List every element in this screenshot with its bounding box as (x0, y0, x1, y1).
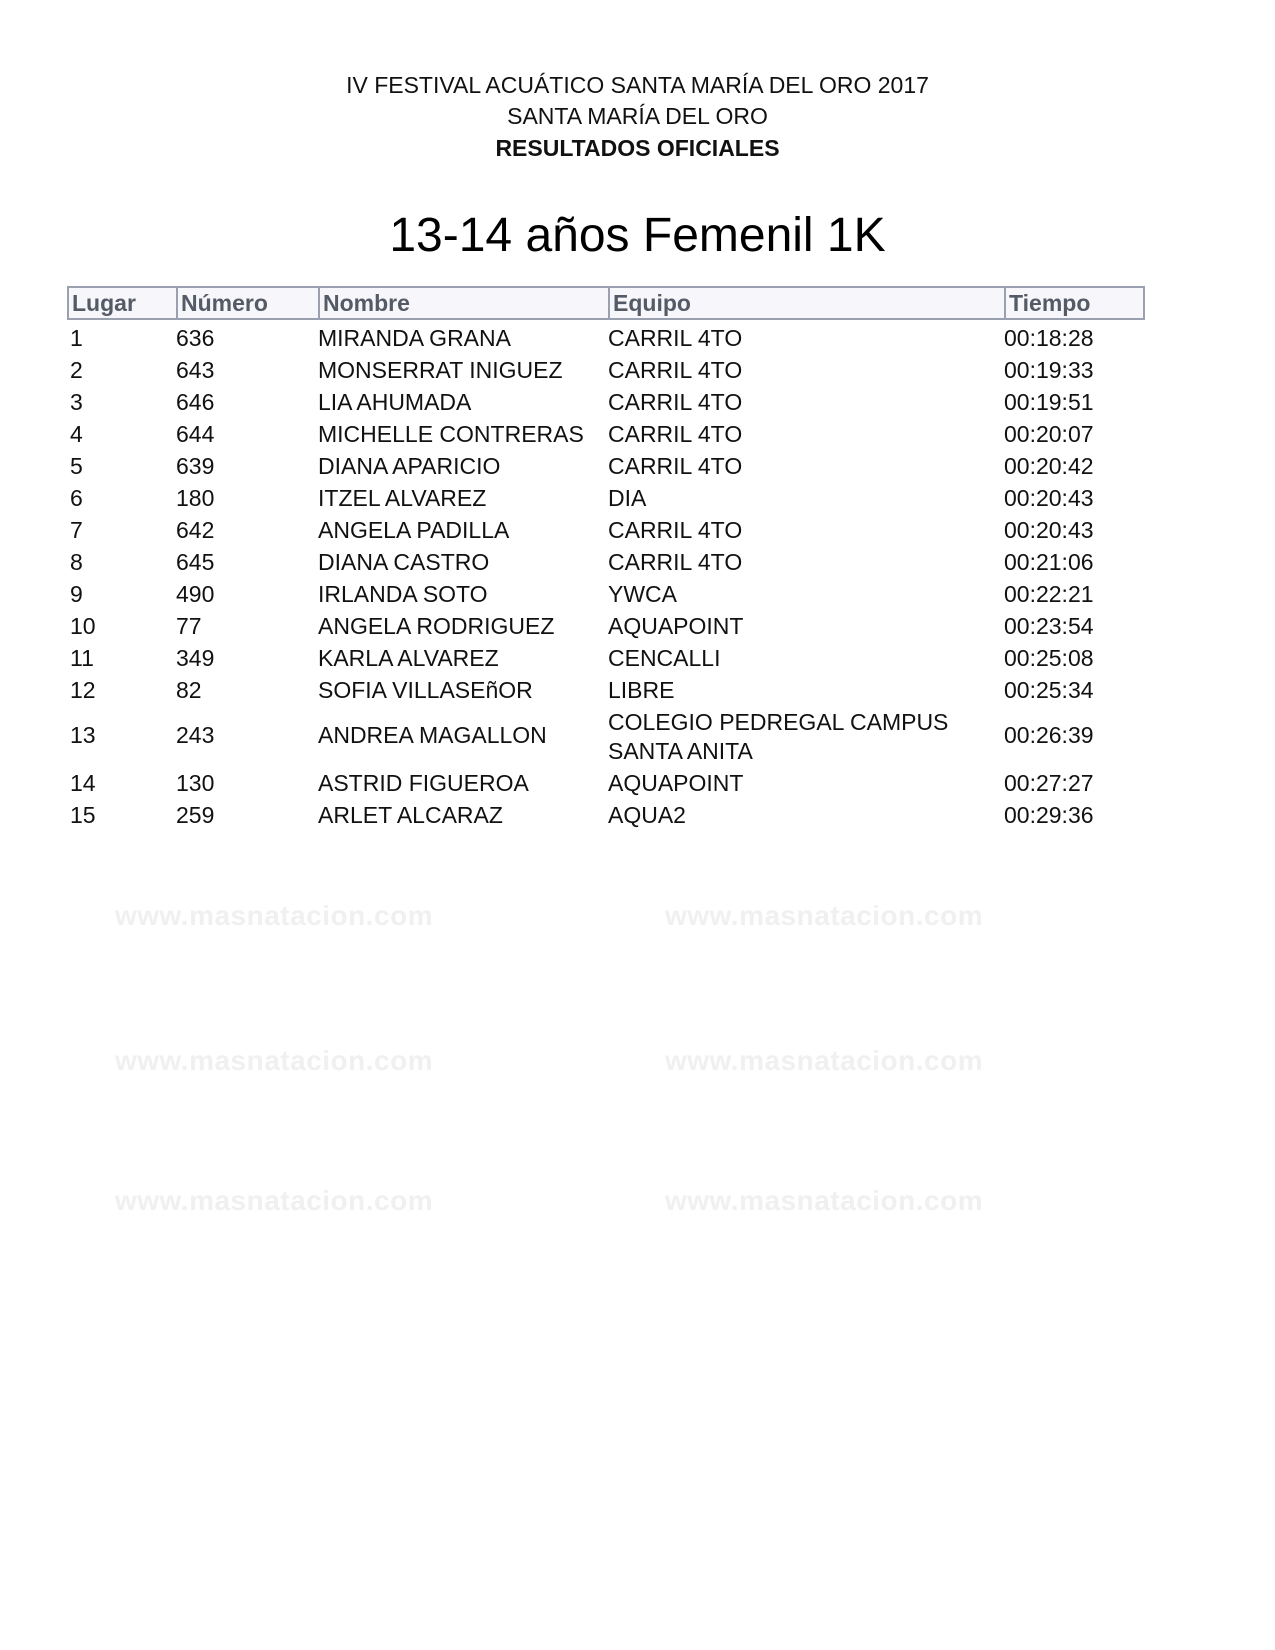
col-lugar: Lugar (72, 290, 136, 316)
cell-team: CARRIL 4TO (608, 389, 743, 415)
watermark: www.masnatacion.com (115, 900, 434, 931)
cell-number: 643 (176, 357, 215, 383)
col-numero: Número (176, 288, 318, 318)
table-header: Lugar Número Nombre Equipo Tiempo (67, 286, 1145, 320)
cell-name: ANDREA MAGALLON (318, 722, 547, 748)
cell-place: 8 (70, 549, 83, 575)
cell-place: 4 (70, 421, 83, 447)
col-nombre: Nombre (318, 288, 608, 318)
cell-name: MICHELLE CONTRERAS (318, 421, 584, 447)
cell-time: 00:22:21 (1004, 581, 1094, 607)
cell-name: LIA AHUMADA (318, 389, 472, 415)
cell-place: 6 (70, 485, 83, 511)
cell-number: 490 (176, 581, 215, 607)
cell-place: 7 (70, 517, 83, 543)
cell-time: 00:20:42 (1004, 453, 1094, 479)
cell-number: 646 (176, 389, 215, 415)
cell-name: KARLA ALVAREZ (318, 645, 499, 671)
cell-team: CARRIL 4TO (608, 421, 743, 447)
cell-number: 259 (176, 802, 215, 828)
cell-name: MONSERRAT INIGUEZ (318, 357, 563, 383)
cell-number: 644 (176, 421, 215, 447)
cell-name: ANGELA RODRIGUEZ (318, 613, 555, 639)
cell-team: CARRIL 4TO (608, 517, 743, 543)
cell-place: 13 (70, 722, 96, 748)
cell-team: CENCALLI (608, 645, 721, 671)
cell-team: DIA (608, 485, 647, 511)
cell-number: 349 (176, 645, 215, 671)
cell-place: 1 (70, 325, 83, 351)
cell-number: 243 (176, 722, 215, 748)
cell-place: 3 (70, 389, 83, 415)
cell-name: ITZEL ALVAREZ (318, 485, 487, 511)
cell-team: AQUAPOINT (608, 770, 744, 796)
cell-place: 12 (70, 677, 96, 703)
cell-number: 645 (176, 549, 215, 575)
cell-time: 00:26:39 (1004, 722, 1094, 748)
cell-time: 00:25:08 (1004, 645, 1094, 671)
cell-team: CARRIL 4TO (608, 357, 743, 383)
event-location: SANTA MARÍA DEL ORO (507, 103, 768, 129)
watermark: www.masnatacion.com (665, 900, 984, 931)
cell-team: AQUA2 (608, 802, 686, 828)
cell-time: 00:19:51 (1004, 389, 1094, 415)
cell-time: 00:21:06 (1004, 549, 1094, 575)
cell-number: 636 (176, 325, 215, 351)
category-title: 13-14 años Femenil 1K (389, 209, 886, 262)
cell-number: 82 (176, 677, 202, 703)
cell-place: 11 (70, 645, 94, 671)
cell-number: 130 (176, 770, 215, 796)
cell-team: CARRIL 4TO (608, 325, 743, 351)
watermark: www.masnatacion.com (115, 1185, 434, 1216)
cell-team: CARRIL 4TO (608, 453, 743, 479)
cell-time: 00:18:28 (1004, 325, 1094, 351)
cell-place: 9 (70, 581, 83, 607)
cell-team: CARRIL 4TO (608, 549, 743, 575)
col-tiempo: Tiempo (1004, 288, 1143, 318)
cell-team: YWCA (608, 581, 677, 607)
cell-name: ARLET ALCARAZ (318, 802, 503, 828)
cell-time: 00:20:43 (1004, 517, 1094, 543)
cell-team: LIBRE (608, 677, 675, 703)
cell-place: 14 (70, 770, 96, 796)
cell-place: 5 (70, 453, 83, 479)
col-equipo: Equipo (608, 288, 1004, 318)
cell-name: ANGELA PADILLA (318, 517, 510, 543)
watermark: www.masnatacion.com (115, 1045, 434, 1076)
cell-time: 00:20:43 (1004, 485, 1094, 511)
cell-number: 642 (176, 517, 215, 543)
cell-time: 00:20:07 (1004, 421, 1094, 447)
cell-place: 15 (70, 802, 96, 828)
cell-time: 00:27:27 (1004, 770, 1094, 796)
results-heading: RESULTADOS OFICIALES (495, 135, 780, 161)
cell-team: AQUAPOINT (608, 613, 744, 639)
cell-name: DIANA CASTRO (318, 549, 490, 575)
cell-time: 00:23:54 (1004, 613, 1094, 639)
cell-time: 00:19:33 (1004, 357, 1094, 383)
cell-place: 2 (70, 357, 83, 383)
cell-number: 180 (176, 485, 215, 511)
cell-time: 00:25:34 (1004, 677, 1094, 703)
cell-number: 77 (176, 613, 202, 639)
cell-time: 00:29:36 (1004, 802, 1094, 828)
cell-name: SOFIA VILLASEñOR (318, 677, 533, 703)
cell-team: COLEGIO PEDREGAL CAMPUS SANTA ANITA (608, 709, 949, 764)
cell-name: MIRANDA GRANA (318, 325, 511, 351)
cell-name: ASTRID FIGUEROA (318, 770, 529, 796)
cell-name: DIANA APARICIO (318, 453, 501, 479)
cell-place: 10 (70, 613, 96, 639)
watermark: www.masnatacion.com (665, 1185, 984, 1216)
watermark: www.masnatacion.com (665, 1045, 984, 1076)
cell-number: 639 (176, 453, 215, 479)
cell-name: IRLANDA SOTO (318, 581, 488, 607)
event-name: IV FESTIVAL ACUÁTICO SANTA MARÍA DEL ORO… (346, 72, 929, 98)
